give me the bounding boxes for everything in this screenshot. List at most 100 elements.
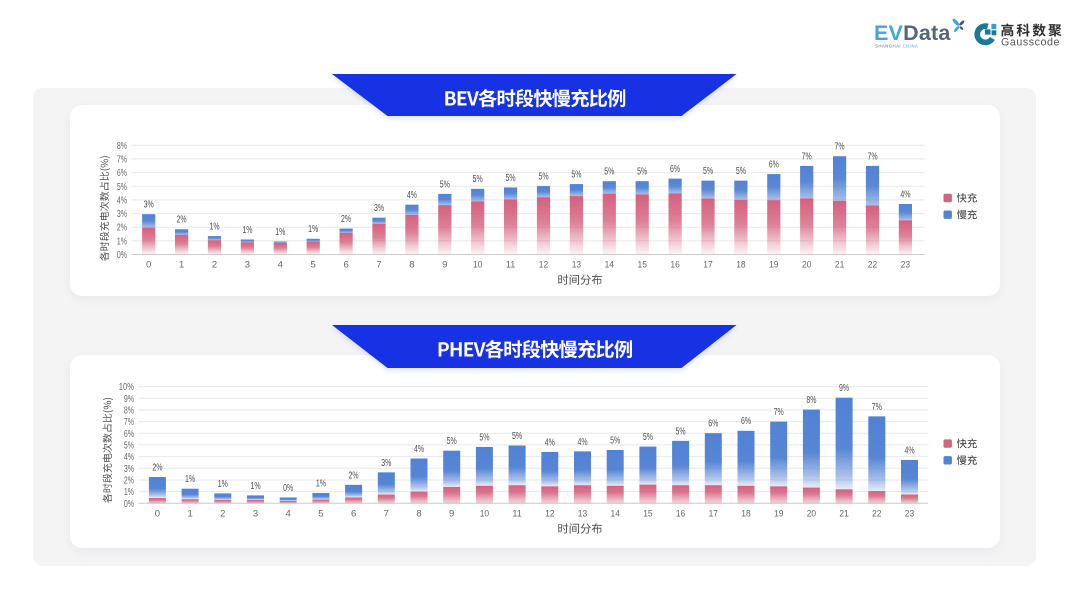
svg-text:12: 12	[545, 508, 554, 519]
svg-text:3%: 3%	[144, 200, 154, 211]
svg-text:4: 4	[286, 508, 291, 519]
svg-text:7%: 7%	[835, 142, 845, 153]
svg-text:2%: 2%	[152, 462, 162, 473]
svg-text:5%: 5%	[440, 179, 450, 190]
svg-text:1%: 1%	[316, 478, 326, 489]
svg-text:9: 9	[442, 260, 447, 271]
svg-text:5%: 5%	[571, 170, 581, 181]
svg-text:8%: 8%	[124, 405, 134, 416]
svg-text:1%: 1%	[308, 224, 318, 235]
svg-text:5%: 5%	[447, 436, 457, 447]
svg-text:10: 10	[480, 508, 489, 519]
svg-text:5: 5	[311, 260, 316, 271]
svg-text:1%: 1%	[185, 474, 195, 485]
svg-text:2%: 2%	[177, 215, 187, 226]
svg-text:1%: 1%	[218, 479, 228, 490]
svg-text:4%: 4%	[900, 189, 910, 200]
svg-text:14: 14	[605, 260, 614, 271]
svg-text:13: 13	[572, 260, 581, 271]
svg-text:6%: 6%	[708, 419, 718, 430]
svg-text:5%: 5%	[538, 172, 548, 183]
svg-text:21: 21	[839, 508, 848, 519]
svg-text:3%: 3%	[124, 464, 134, 475]
svg-text:5%: 5%	[506, 173, 516, 184]
svg-text:7%: 7%	[867, 151, 877, 162]
svg-text:6%: 6%	[117, 168, 127, 179]
svg-text:1%: 1%	[250, 481, 260, 492]
svg-text:4%: 4%	[124, 452, 134, 463]
svg-text:5%: 5%	[637, 167, 647, 178]
svg-text:SHANGHAI CHINA: SHANGHAI CHINA	[875, 44, 918, 49]
svg-text:1%: 1%	[242, 225, 252, 236]
svg-text:3%: 3%	[374, 203, 384, 214]
svg-text:19: 19	[774, 508, 783, 519]
svg-text:10: 10	[473, 260, 482, 271]
svg-text:2%: 2%	[124, 476, 134, 487]
svg-text:15: 15	[643, 508, 652, 519]
svg-text:23: 23	[905, 508, 914, 519]
svg-text:7%: 7%	[872, 402, 882, 413]
svg-text:7: 7	[376, 260, 381, 271]
svg-text:4%: 4%	[407, 190, 417, 201]
svg-text:7%: 7%	[117, 154, 127, 165]
svg-text:5%: 5%	[676, 426, 686, 437]
svg-text:17: 17	[703, 260, 712, 271]
svg-text:13: 13	[578, 508, 587, 519]
svg-text:1: 1	[179, 260, 184, 271]
svg-text:9%: 9%	[124, 394, 134, 405]
svg-text:2%: 2%	[117, 223, 127, 234]
svg-text:7: 7	[384, 508, 389, 519]
svg-text:6%: 6%	[670, 164, 680, 175]
svg-text:2%: 2%	[341, 214, 351, 225]
svg-text:1: 1	[187, 508, 192, 519]
svg-text:17: 17	[709, 508, 718, 519]
svg-text:6: 6	[343, 260, 348, 271]
svg-text:4%: 4%	[545, 437, 555, 448]
svg-text:3%: 3%	[117, 209, 127, 220]
svg-text:9%: 9%	[839, 383, 849, 394]
svg-text:0: 0	[155, 508, 160, 519]
svg-text:20: 20	[807, 508, 816, 519]
svg-text:5%: 5%	[736, 166, 746, 177]
svg-text:4%: 4%	[577, 437, 587, 448]
svg-text:2: 2	[220, 508, 225, 519]
svg-text:1%: 1%	[209, 222, 219, 233]
svg-text:6%: 6%	[769, 160, 779, 171]
svg-text:5%: 5%	[643, 432, 653, 443]
svg-text:16: 16	[676, 508, 685, 519]
svg-text:23: 23	[901, 260, 910, 271]
svg-text:4%: 4%	[117, 195, 127, 206]
svg-text:18: 18	[741, 508, 750, 519]
svg-text:8: 8	[409, 260, 414, 271]
svg-text:11: 11	[506, 260, 515, 271]
svg-text:5%: 5%	[479, 432, 489, 443]
svg-text:5%: 5%	[117, 182, 127, 193]
svg-text:6%: 6%	[741, 416, 751, 427]
svg-text:6%: 6%	[124, 429, 134, 440]
svg-text:5%: 5%	[604, 167, 614, 178]
svg-text:7%: 7%	[124, 417, 134, 428]
svg-text:2%: 2%	[349, 470, 359, 481]
svg-text:19: 19	[769, 260, 778, 271]
svg-text:7%: 7%	[802, 151, 812, 162]
svg-text:8%: 8%	[117, 141, 127, 152]
svg-text:5%: 5%	[473, 174, 483, 185]
svg-text:0%: 0%	[283, 483, 293, 494]
svg-text:20: 20	[802, 260, 811, 271]
svg-text:3%: 3%	[381, 458, 391, 469]
svg-text:22: 22	[872, 508, 881, 519]
svg-text:0%: 0%	[117, 250, 127, 261]
svg-text:15: 15	[638, 260, 647, 271]
svg-text:8: 8	[416, 508, 421, 519]
svg-text:18: 18	[736, 260, 745, 271]
svg-text:5%: 5%	[703, 166, 713, 177]
svg-text:2: 2	[212, 260, 217, 271]
svg-text:3: 3	[253, 508, 258, 519]
svg-text:14: 14	[611, 508, 620, 519]
svg-text:16: 16	[670, 260, 679, 271]
svg-text:6: 6	[351, 508, 356, 519]
svg-text:5%: 5%	[610, 435, 620, 446]
svg-text:21: 21	[835, 260, 844, 271]
svg-text:0: 0	[146, 260, 151, 271]
svg-text:4%: 4%	[414, 444, 424, 455]
